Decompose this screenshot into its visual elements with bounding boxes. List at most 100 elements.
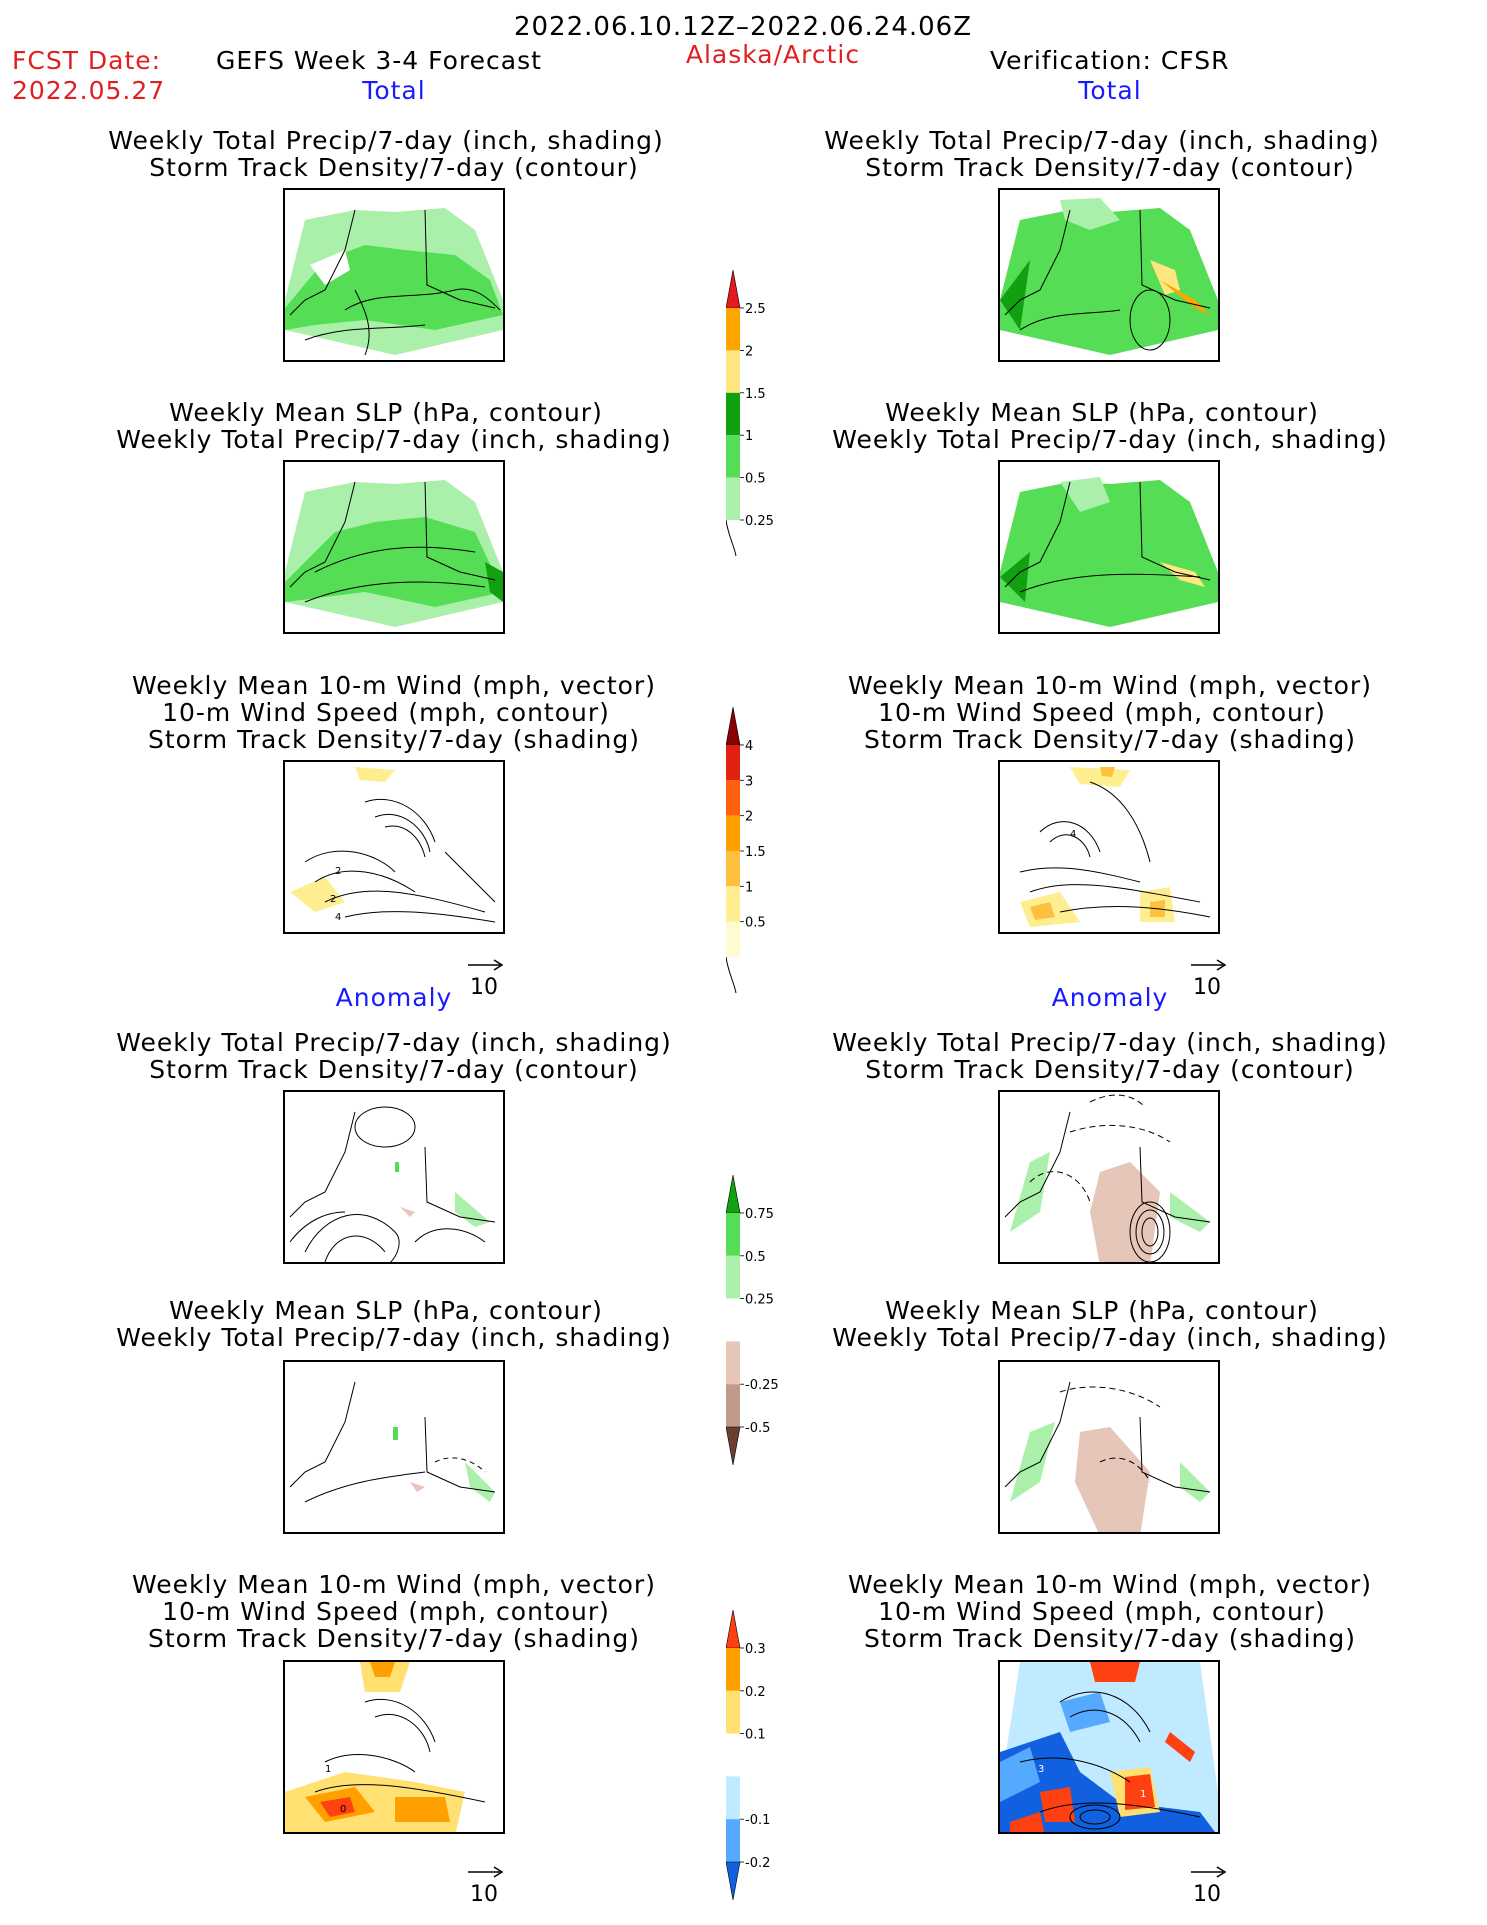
colorbar-segment xyxy=(725,706,741,746)
colorbar-label: 2.5 xyxy=(745,302,766,317)
colorbar-segment xyxy=(726,1255,740,1299)
title-r1-right-line2: Storm Track Density/7-day (contour) xyxy=(865,153,1355,182)
wind-speed-label: 3 xyxy=(1038,1764,1044,1775)
colorbar-segment xyxy=(726,921,740,957)
fcst-date-value: 2022.05.27 xyxy=(12,76,166,105)
colorbar-label: 0.5 xyxy=(745,916,766,931)
colorbar-label: 0.3 xyxy=(745,1642,766,1657)
colorbar-label: -0.5 xyxy=(745,1421,770,1436)
colorbar-segment xyxy=(726,435,740,478)
wind-speed-label: 2 xyxy=(330,894,336,905)
map-anomaly-precip-storm-forecast xyxy=(283,1090,505,1264)
map-anomaly-wind-verification: 3 1 xyxy=(998,1660,1220,1834)
colorbar-segment xyxy=(726,392,740,436)
colorbar-label: 1.5 xyxy=(745,387,766,402)
colorbar-segment xyxy=(726,477,740,520)
colorbar-storm-anomaly: 0.3 0.2 0.1 -0.1 -0.2 -0.3 xyxy=(725,1609,786,1914)
colorbar-label: -0.25 xyxy=(745,1378,779,1393)
title-r5-right-line2: Weekly Total Precip/7-day (inch, shading… xyxy=(832,1323,1388,1352)
colorbar-label: 1 xyxy=(745,880,753,895)
title-r4-right-line1: Weekly Total Precip/7-day (inch, shading… xyxy=(832,1028,1388,1057)
colorbar-segment xyxy=(726,1690,740,1734)
vector-ref-label: 10 xyxy=(1193,975,1221,1000)
title-r5-left-line2: Weekly Total Precip/7-day (inch, shading… xyxy=(116,1323,672,1352)
colorbar-segment xyxy=(726,1341,740,1385)
vector-ref-arrow-icon xyxy=(1189,955,1229,995)
colorbar-segment xyxy=(725,1609,741,1649)
title-r6-right-line2: 10-m Wind Speed (mph, contour) xyxy=(878,1597,1326,1626)
title-r1-left-line2: Storm Track Density/7-day (contour) xyxy=(149,153,639,182)
colorbar-label: -0.2 xyxy=(745,1856,770,1871)
title-r5-left-line1: Weekly Mean SLP (hPa, contour) xyxy=(169,1296,603,1325)
section-total-right: Total xyxy=(1078,76,1142,105)
title-r5-right-line1: Weekly Mean SLP (hPa, contour) xyxy=(885,1296,1319,1325)
colorbar-segment xyxy=(726,886,740,922)
title-r4-left-line2: Storm Track Density/7-day (contour) xyxy=(149,1055,639,1084)
colorbar-segment xyxy=(726,1819,740,1862)
colorbar-label: 1 xyxy=(745,429,753,444)
colorbar-label: -0.75 xyxy=(745,1464,779,1465)
colorbar-label: 0.75 xyxy=(745,1207,774,1222)
title-r3-right-line2: 10-m Wind Speed (mph, contour) xyxy=(878,698,1326,727)
section-total-left: Total xyxy=(362,76,426,105)
colorbar-label: 2 xyxy=(745,810,753,825)
wind-speed-label: 4 xyxy=(335,912,341,923)
map-total-precip-storm-verification xyxy=(998,188,1220,362)
fcst-date-label: FCST Date: xyxy=(12,46,162,75)
title-r6-left-line1: Weekly Mean 10-m Wind (mph, vector) xyxy=(132,1570,656,1599)
colorbar-segment xyxy=(725,1174,741,1214)
colorbar-label: -0.3 xyxy=(745,1899,770,1900)
colorbar-label: 0.25 xyxy=(745,514,774,529)
model-title: GEFS Week 3-4 Forecast xyxy=(216,46,542,75)
map-anomaly-wind-forecast: 1 0 xyxy=(283,1660,505,1834)
region-title: Alaska/Arctic xyxy=(685,40,861,69)
title-r2-right-line2: Weekly Total Precip/7-day (inch, shading… xyxy=(832,425,1388,454)
colorbar-label: 1.5 xyxy=(745,845,766,860)
title-r3-right-line3: Storm Track Density/7-day (shading) xyxy=(863,725,1357,754)
colorbar-segment xyxy=(726,1776,740,1820)
map-total-slp-precip-verification xyxy=(998,460,1220,634)
colorbar-segment xyxy=(726,1298,740,1342)
map-total-wind-forecast: 2 2 4 xyxy=(283,760,505,934)
colorbar-segment xyxy=(726,1213,740,1256)
title-r6-left-line2: 10-m Wind Speed (mph, contour) xyxy=(162,1597,610,1626)
colorbar-segment xyxy=(726,1384,740,1427)
colorbar-segment xyxy=(725,1426,741,1466)
title-r3-left-line2: 10-m Wind Speed (mph, contour) xyxy=(162,698,610,727)
wind-speed-label: 0 xyxy=(340,1804,346,1815)
map-anomaly-slp-precip-verification xyxy=(998,1360,1220,1534)
colorbar-label: 2 xyxy=(745,344,753,359)
title-r1-left-line1: Weekly Total Precip/7-day (inch, shading… xyxy=(108,126,664,155)
colorbar-segment xyxy=(726,745,740,781)
title-r4-right-line2: Storm Track Density/7-day (contour) xyxy=(865,1055,1355,1084)
section-anomaly-right: Anomaly xyxy=(1051,983,1169,1012)
colorbar-label: 0.1 xyxy=(745,1728,766,1743)
colorbar-segment xyxy=(726,308,740,351)
colorbar-precip-anomaly: 0.75 0.5 0.25 -0.25 -0.5 -0.75 xyxy=(725,1174,786,1479)
map-anomaly-precip-storm-verification xyxy=(998,1090,1220,1264)
colorbar-label: -0.1 xyxy=(745,1813,770,1828)
title-r6-right-line3: Storm Track Density/7-day (shading) xyxy=(863,1624,1357,1653)
colorbar-segment xyxy=(725,269,741,309)
vector-ref-arrow-icon xyxy=(466,955,506,995)
wind-speed-label: 4 xyxy=(1070,829,1076,840)
title-r1-right-line1: Weekly Total Precip/7-day (inch, shading… xyxy=(824,126,1380,155)
title-r3-left-line3: Storm Track Density/7-day (shading) xyxy=(147,725,641,754)
colorbar-storm-total: 4 3 2 1.5 1 0.5 xyxy=(725,706,786,997)
colorbar-label: 0.5 xyxy=(745,472,766,487)
colorbar-precip-total: 2.5 2 1.5 1 0.5 0.25 xyxy=(725,269,786,560)
colorbar-segment xyxy=(726,1733,740,1777)
colorbar-segment xyxy=(726,350,740,393)
colorbar-label: 0.5 xyxy=(745,1250,766,1265)
section-anomaly-left: Anomaly xyxy=(335,983,453,1012)
colorbar-segment xyxy=(725,1861,741,1901)
title-r6-right-line1: Weekly Mean 10-m Wind (mph, vector) xyxy=(848,1570,1372,1599)
colorbar-segment xyxy=(726,815,740,851)
colorbar-label: 3 xyxy=(745,774,753,789)
vector-ref-arrow-icon xyxy=(1189,1862,1229,1902)
colorbar-label: 4 xyxy=(745,739,753,754)
map-total-precip-storm-forecast xyxy=(283,188,505,362)
forecast-period: 2022.06.10.12Z–2022.06.24.06Z xyxy=(513,12,973,42)
vector-ref-label: 10 xyxy=(1193,1882,1221,1907)
wind-speed-label: 1 xyxy=(325,1764,331,1775)
